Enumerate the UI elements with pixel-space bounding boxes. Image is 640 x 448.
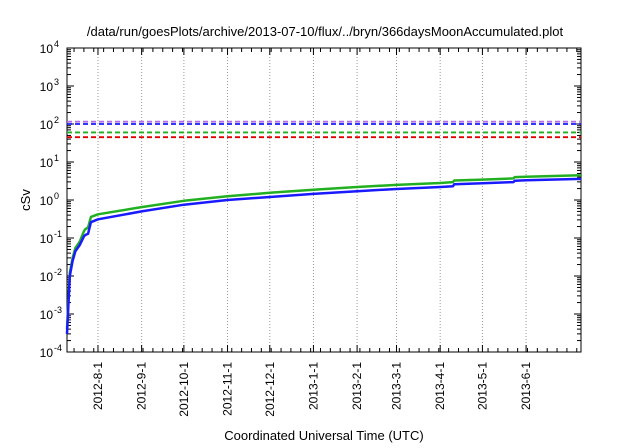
y-tick-label: 10 [40,346,54,360]
x-tick-label: 2013-6-1 [519,362,533,410]
x-tick-label: 2013-3-1 [390,362,404,410]
series-line [65,173,582,330]
y-tick-exponent: -4 [54,343,62,353]
y-tick-mantissa: 10 [40,118,54,132]
x-tick-label: 2013-2-1 [350,362,364,410]
y-tick-mantissa: 10 [40,194,54,208]
x-axis: 2012-8-1 2012-9-1 2012-10-1 2012-11-1 2012-1… [73,48,578,417]
x-axis-label: Coordinated Universal Time (UTC) [224,428,423,443]
y-tick-exponent: 0 [54,191,59,201]
y-tick-exponent: 4 [54,39,59,49]
y-tick-mantissa: 10 [40,156,54,170]
x-tick-label: 2013-1-1 [306,362,320,410]
y-tick-label: 10 [40,156,54,170]
y-tick-label: 10 [40,118,54,132]
y-tick-label: 10 [40,308,54,322]
x-tick-label: 2012-8-1 [91,362,105,410]
y-tick-exponent: 2 [54,115,59,125]
series-line [65,177,582,334]
x-tick-label: 2013-5-1 [475,362,489,410]
chart-title: /data/run/goesPlots/archive/2013-07-10/f… [87,24,564,39]
y-tick-mantissa: 10 [40,80,54,94]
limit-lines [67,120,581,139]
y-tick-mantissa: 10 [40,308,54,322]
series-lines [65,173,582,334]
y-tick-mantissa: 10 [40,42,54,56]
y-tick-label: 10 [40,194,54,208]
x-tick-label: 2012-11-1 [221,362,235,416]
plot-area [66,47,582,353]
y-tick-mantissa: 10 [40,232,54,246]
y-tick-exponent: 1 [54,153,59,163]
x-tick-label: 2012-10-1 [177,362,191,417]
y-axis-label: cSv [18,189,33,211]
y-tick-mantissa: 10 [40,270,54,284]
y-tick-mantissa: 10 [40,346,54,360]
y-tick-label: 10 [40,270,54,284]
y-tick-exponent: -3 [54,305,62,315]
y-tick-label: 10 [40,42,54,56]
x-tick-label: 2012-9-1 [135,362,149,410]
y-tick-exponent: -2 [54,267,62,277]
x-tick-label: 2013-4-1 [433,362,447,410]
x-tick-label: 2012-12-1 [263,362,277,417]
y-tick-exponent: 3 [54,77,59,87]
y-tick-label: 10 [40,80,54,94]
grid [97,48,527,352]
y-tick-label: 10 [40,232,54,246]
y-tick-exponent: -1 [54,229,62,239]
